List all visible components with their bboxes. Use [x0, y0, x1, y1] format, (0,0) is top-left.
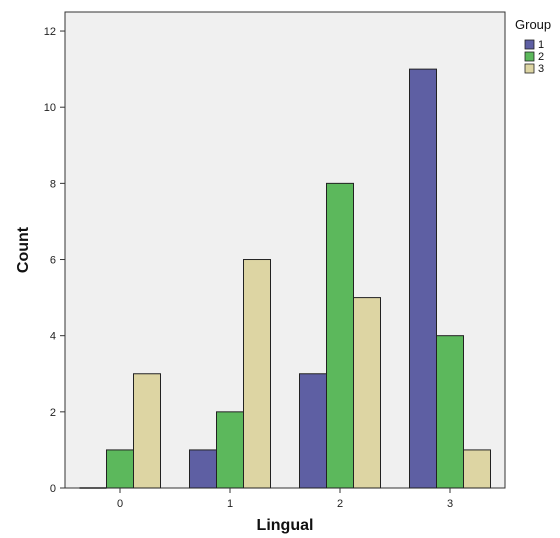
bar-group2-lingual3 [436, 335, 464, 489]
legend-swatch-3 [524, 63, 535, 74]
x-tick-label: 0 [117, 498, 123, 510]
legend: Group 123 [515, 17, 551, 75]
legend-title: Group [515, 17, 551, 32]
bar-group3-lingual1 [243, 259, 271, 489]
bar-group1-lingual3 [409, 68, 437, 489]
bar-group1-lingual1 [189, 449, 217, 489]
legend-label-1: 1 [538, 39, 544, 51]
bar-group3-lingual2 [353, 297, 381, 489]
y-tick-label: 6 [50, 255, 56, 267]
y-tick-label: 8 [50, 178, 56, 190]
x-tick-label: 3 [447, 498, 453, 510]
x-tick-label: 1 [227, 498, 233, 510]
bar-group3-lingual0 [133, 373, 161, 489]
bars-group [79, 68, 491, 489]
y-tick-label: 0 [50, 483, 56, 495]
bar-group1-lingual2 [299, 373, 327, 489]
y-axis-title: Count [15, 226, 32, 273]
bar-group2-lingual0 [106, 449, 134, 489]
legend-swatch-2 [524, 51, 535, 62]
y-tick-label: 10 [44, 102, 56, 114]
y-axis: 0 2 4 6 8 10 12 [44, 26, 65, 495]
bar-group3-lingual3 [463, 449, 491, 489]
x-axis: 0 1 2 3 [117, 488, 453, 510]
legend-swatch-1 [524, 39, 535, 50]
y-tick-label: 2 [50, 407, 56, 419]
y-tick-label: 12 [44, 26, 56, 38]
legend-label-3: 3 [538, 63, 544, 75]
x-tick-label: 2 [337, 498, 343, 510]
bar-group2-lingual1 [216, 411, 244, 489]
bar-group2-lingual2 [326, 182, 354, 489]
legend-label-2: 2 [538, 51, 544, 63]
x-axis-title: Lingual [257, 517, 314, 534]
y-tick-label: 4 [50, 331, 56, 343]
